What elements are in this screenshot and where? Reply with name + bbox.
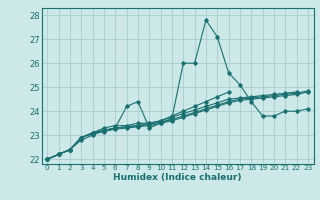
X-axis label: Humidex (Indice chaleur): Humidex (Indice chaleur) — [113, 173, 242, 182]
